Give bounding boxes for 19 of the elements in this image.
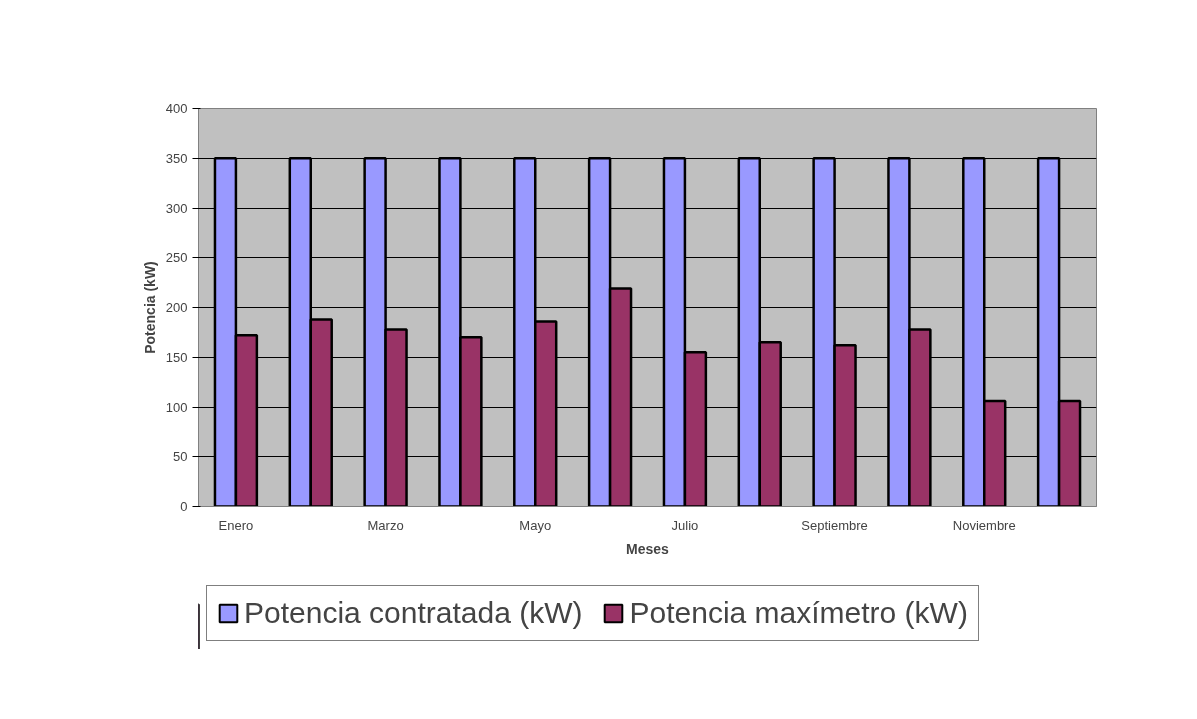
y-tick-label: 50 [173,449,188,465]
y-axis-title: Potencia (kW) [141,261,158,354]
y-tick-label: 150 [165,349,188,365]
x-axis-title: Meses [626,540,670,557]
y-tick-label: 300 [165,200,188,216]
x-tick-label: Septiembre [801,517,868,533]
legend-label: Potencia contratada (kW) [244,596,583,630]
y-tick-label: 250 [165,250,188,266]
x-tick-label: Marzo [367,517,404,533]
x-tick-label: Noviembre [952,517,1016,533]
legend-label: Potencia maxímetro (kW) [629,596,968,630]
x-tick-label: Mayo [519,517,552,533]
y-tick-label: 0 [180,499,188,514]
x-tick-label: Julio [671,517,699,533]
y-tick-label: 400 [165,101,188,116]
y-tick-label: 100 [165,399,188,415]
x-tick-label: Enero [218,517,254,533]
y-tick-label: 200 [165,300,188,315]
y-tick-label: 350 [165,150,188,166]
